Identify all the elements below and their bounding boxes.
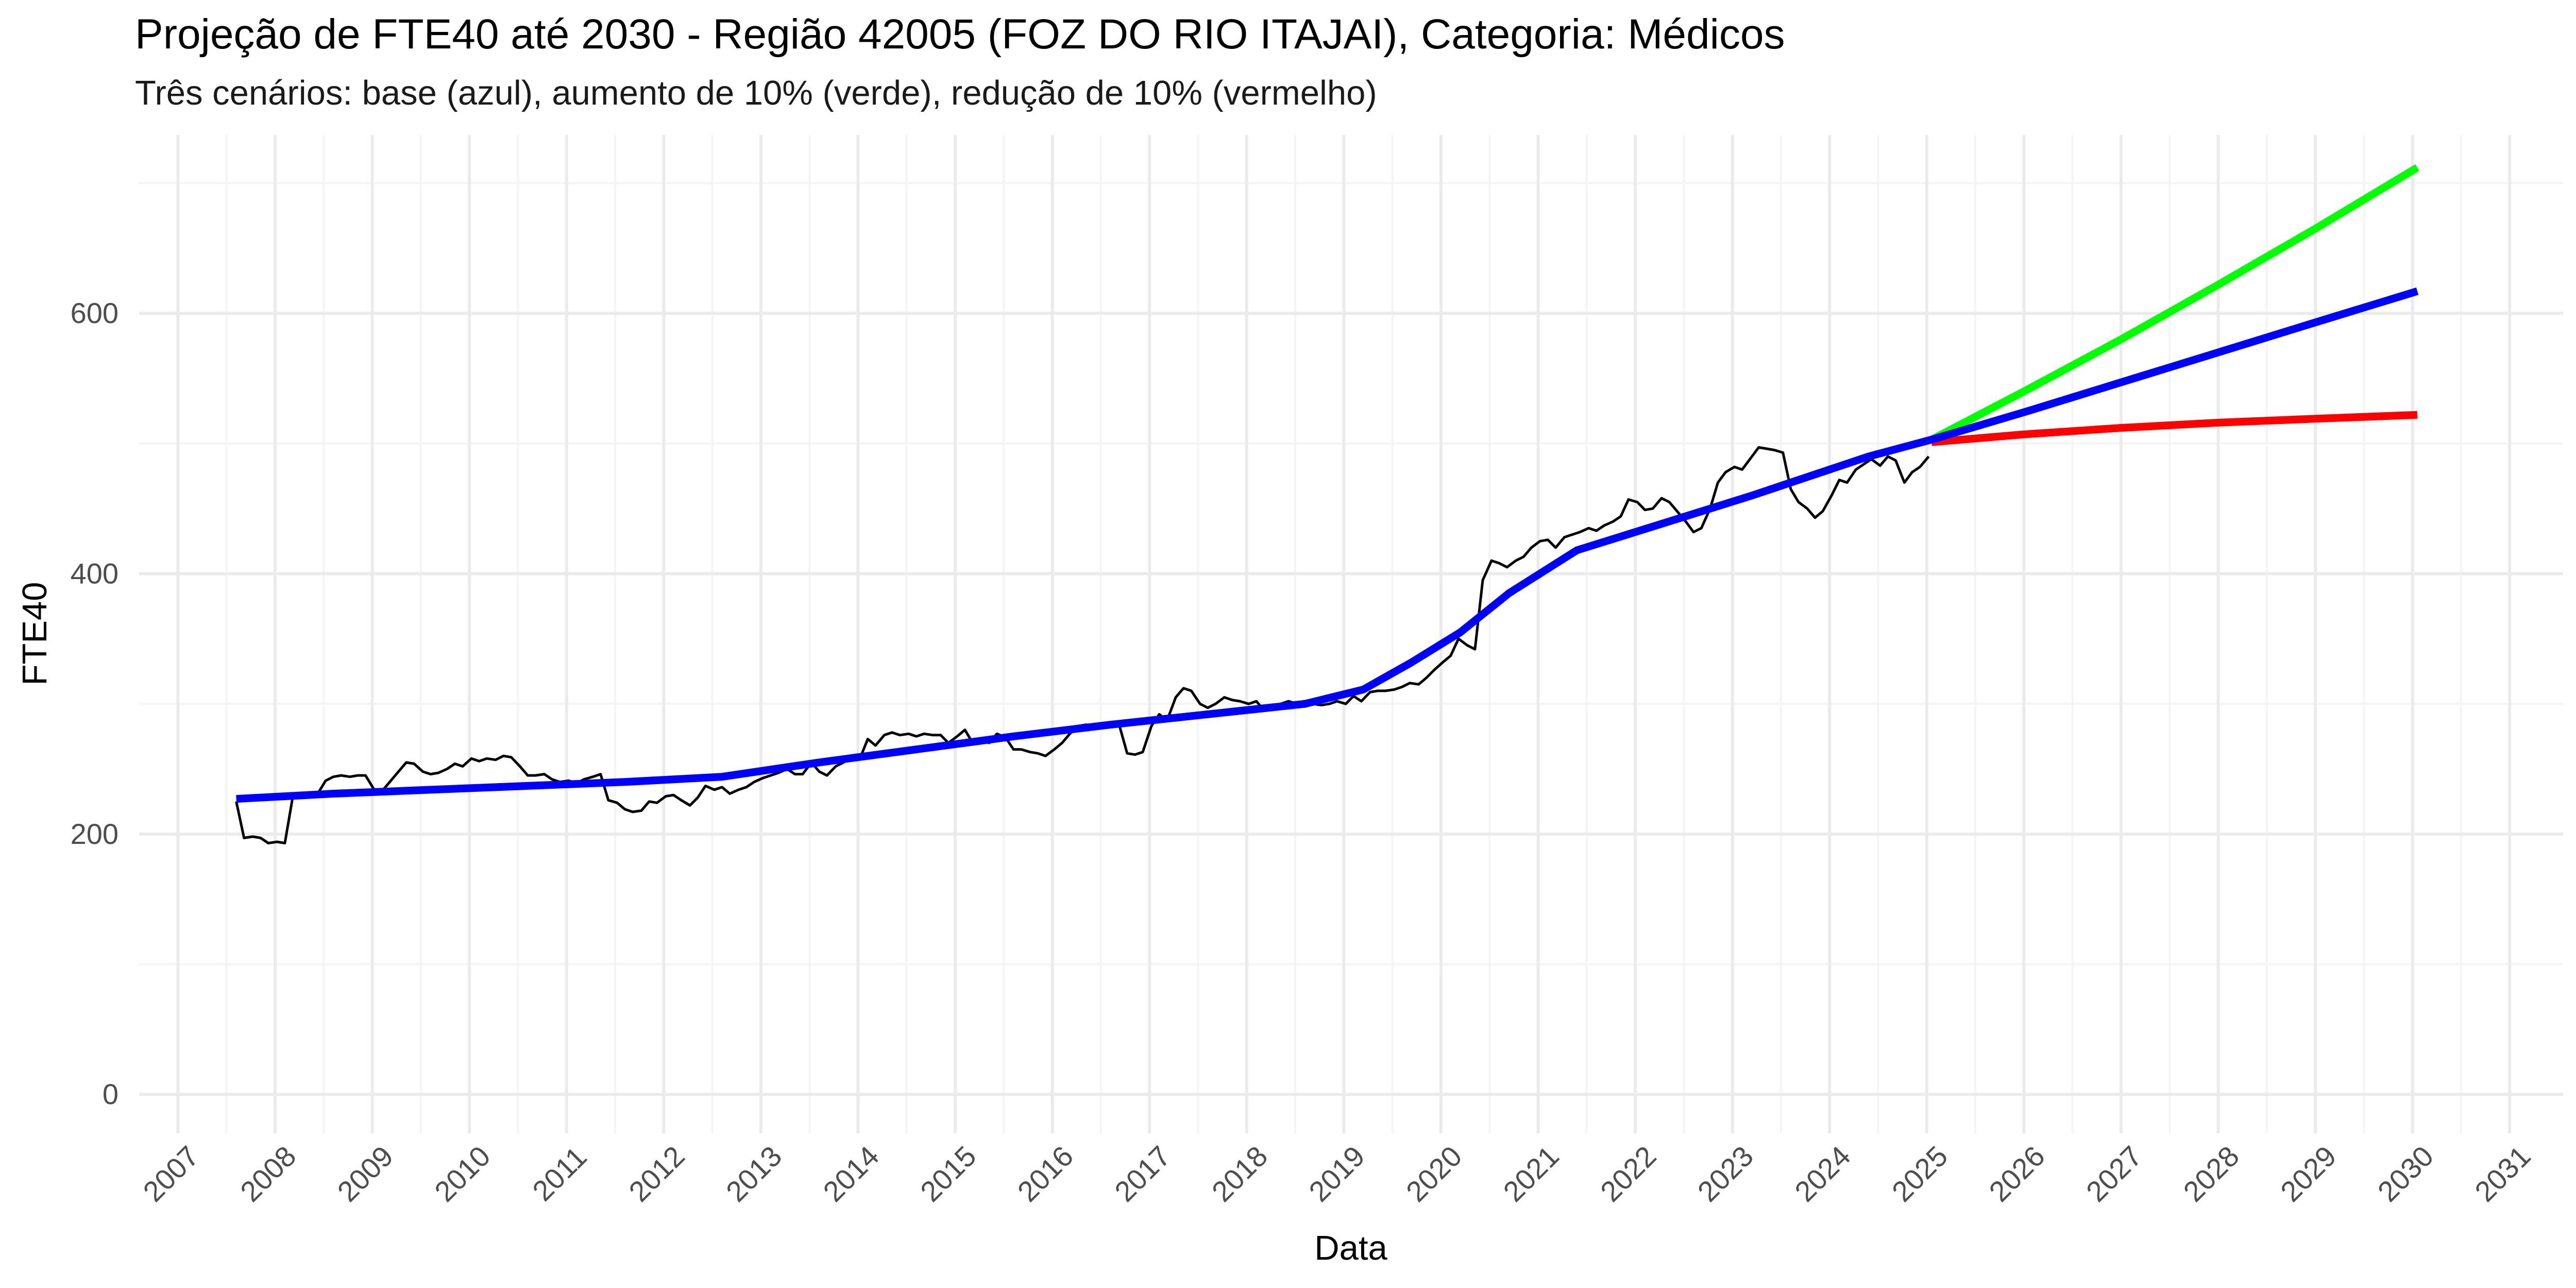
series-line-base <box>236 287 2419 803</box>
x-tick-label: 2029 <box>2274 1140 2343 1208</box>
x-tick-label: 2012 <box>622 1140 691 1208</box>
x-tick-label: 2021 <box>1497 1140 1565 1208</box>
x-tick-label: 2018 <box>1206 1140 1274 1208</box>
x-tick-label: 2025 <box>1886 1140 1954 1208</box>
x-tick-label: 2010 <box>428 1140 497 1208</box>
grid-major <box>139 135 2563 1133</box>
chart-subtitle: Três cenários: base (azul), aumento de 1… <box>135 74 1377 112</box>
x-tick-label: 2026 <box>1982 1140 2051 1208</box>
x-tick-label: 2009 <box>331 1140 399 1208</box>
y-tick-label: 200 <box>71 818 118 850</box>
grid-minor <box>139 135 2563 1133</box>
x-tick-label: 2024 <box>1788 1140 1857 1208</box>
x-tick-label: 2008 <box>234 1140 302 1208</box>
x-tick-label: 2016 <box>1011 1140 1080 1208</box>
y-tick-label: 400 <box>71 557 118 590</box>
x-tick-label: 2028 <box>2177 1140 2245 1208</box>
x-tick-label: 2007 <box>137 1140 205 1208</box>
x-tick-label: 2022 <box>1594 1140 1663 1208</box>
y-axis-title: FTE40 <box>15 582 54 685</box>
chart-title: Projeção de FTE40 até 2030 - Região 4200… <box>135 11 1785 58</box>
x-tick-label: 2015 <box>914 1140 982 1208</box>
x-tick-label: 2027 <box>2080 1140 2148 1208</box>
series-line-increase <box>1929 164 2419 443</box>
x-tick-label: 2031 <box>2468 1140 2537 1208</box>
x-axis-tick-labels: 2007 2008 2009 2010 2011 2012 2013 2014 2015 2016… <box>137 1140 2536 1208</box>
x-tick-label: 2017 <box>1108 1140 1177 1208</box>
x-tick-label: 2014 <box>817 1140 885 1208</box>
y-axis-tick-labels: 0 200 400 600 <box>71 297 118 1110</box>
y-tick-label: 0 <box>103 1078 118 1110</box>
series-layer <box>235 164 2419 844</box>
x-tick-label: 2023 <box>1691 1140 1760 1208</box>
x-tick-label: 2030 <box>2371 1140 2440 1208</box>
x-tick-label: 2019 <box>1302 1140 1371 1208</box>
y-tick-label: 600 <box>71 297 118 329</box>
x-tick-label: 2013 <box>720 1140 788 1208</box>
x-axis-title: Data <box>1314 1229 1387 1267</box>
series-line-decrease <box>1931 411 2418 446</box>
x-tick-label: 2020 <box>1400 1140 1468 1208</box>
x-tick-label: 2011 <box>526 1140 593 1207</box>
